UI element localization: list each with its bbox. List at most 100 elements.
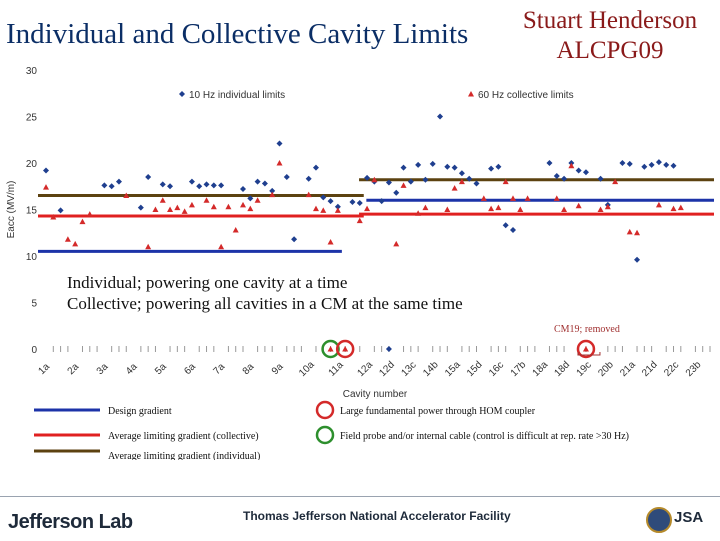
x-tick-label: 13c bbox=[399, 360, 418, 379]
legend-circle-swatch bbox=[315, 425, 335, 445]
individual-limit-point bbox=[203, 181, 210, 188]
x-tick-label: 21d bbox=[640, 359, 660, 379]
individual-limit-point bbox=[619, 160, 626, 166]
y-axis-label: Eacc (MV/m) bbox=[6, 181, 17, 239]
collective-limit-point bbox=[517, 206, 524, 212]
collective-limit-point bbox=[524, 195, 531, 201]
individual-limit-point bbox=[437, 113, 444, 120]
individual-limit-point bbox=[327, 198, 334, 205]
cm19-note: CM19; removed bbox=[554, 324, 620, 335]
y-tick-label: 0 bbox=[31, 345, 37, 356]
individual-limit-point bbox=[188, 178, 195, 185]
individual-limit-point bbox=[240, 186, 247, 193]
legend-line-label: Average limiting gradient (individual) bbox=[108, 451, 260, 460]
cavity-limits-chart: 0 5 10 15 20 25 30 Eacc (MV/m) 10 Hz individual … bbox=[6, 66, 714, 460]
facility-name: Thomas Jefferson National Accelerator Fa… bbox=[243, 509, 511, 523]
collective-limit-point bbox=[276, 160, 283, 166]
collective-limit-point bbox=[400, 182, 407, 188]
collective-limit-point bbox=[64, 236, 71, 242]
baseline-diamond-marker bbox=[385, 346, 392, 352]
x-tick-label: 9a bbox=[270, 361, 286, 377]
individual-limit-point bbox=[670, 162, 677, 169]
legend-line-label: Average limiting gradient (collective) bbox=[108, 431, 259, 442]
collective-limit-point bbox=[218, 243, 225, 250]
individual-limit-point bbox=[210, 182, 217, 189]
x-tick-label: 3a bbox=[95, 361, 111, 377]
x-tick-label: 4a bbox=[124, 361, 140, 377]
collective-limit-point bbox=[502, 178, 509, 185]
collective-limit-point bbox=[203, 197, 210, 203]
individual-limit-point bbox=[247, 195, 254, 202]
y-tick-label: 15 bbox=[26, 206, 38, 217]
individual-limit-point bbox=[108, 183, 115, 190]
collective-limit-point bbox=[269, 191, 276, 198]
collective-limit-point bbox=[240, 201, 247, 208]
author-block: Stuart Henderson ALCPG09 bbox=[505, 6, 715, 66]
annotation-collective: Collective; powering all cavities in a C… bbox=[67, 294, 463, 313]
fault-circle bbox=[576, 339, 596, 359]
individual-limit-point bbox=[137, 204, 144, 211]
x-tick-label: 12d bbox=[377, 359, 397, 379]
collective-limit-point bbox=[458, 178, 465, 185]
collective-limit-point bbox=[72, 240, 79, 247]
x-tick-label: 17b bbox=[509, 359, 529, 379]
x-tick-label: 11a bbox=[327, 359, 346, 378]
individual-limit-point bbox=[385, 179, 392, 186]
x-tick-label: 18a bbox=[531, 359, 551, 379]
collective-limit-point bbox=[174, 204, 181, 211]
individual-limit-point bbox=[349, 199, 356, 206]
x-tick-label: 18d bbox=[553, 359, 573, 379]
x-tick-label: 8a bbox=[241, 361, 257, 377]
collective-limit-point bbox=[612, 178, 619, 185]
collective-limit-point bbox=[43, 184, 49, 190]
individual-limit-point bbox=[167, 183, 174, 190]
collective-limit-point bbox=[247, 205, 254, 212]
collective-limit-point bbox=[312, 205, 319, 212]
collective-limit-point bbox=[495, 204, 502, 211]
collective-limit-point bbox=[79, 218, 86, 225]
collective-limit-point bbox=[561, 206, 568, 212]
collective-limit-point bbox=[254, 197, 261, 203]
legend-line-label: Design gradient bbox=[108, 406, 172, 417]
individual-limit-point bbox=[582, 169, 589, 176]
individual-limit-point bbox=[422, 176, 429, 183]
individual-limit-point bbox=[502, 222, 509, 229]
collective-limit-point bbox=[181, 208, 188, 214]
individual-limit-point bbox=[553, 173, 560, 180]
x-tick-label: 7a bbox=[212, 361, 228, 377]
individual-limit-point bbox=[415, 161, 422, 168]
legend-circle-label: Field probe and/or internal cable (contr… bbox=[340, 431, 629, 442]
collective-limit-point bbox=[371, 176, 378, 183]
individual-limit-point bbox=[429, 160, 436, 167]
x-axis-label: Cavity number bbox=[343, 389, 408, 400]
collective-limit-point bbox=[159, 197, 166, 203]
collective-limit-point bbox=[334, 207, 341, 213]
x-tick-label: 15a bbox=[443, 359, 463, 379]
individual-limit-point bbox=[641, 163, 648, 170]
x-tick-label: 16c bbox=[487, 360, 506, 379]
annotation-box bbox=[64, 268, 534, 314]
fault-circle bbox=[335, 339, 355, 359]
individual-limit-point bbox=[451, 164, 458, 171]
individual-limit-point bbox=[393, 189, 400, 196]
individual-limit-point bbox=[312, 164, 319, 171]
collective-limit-point bbox=[50, 213, 57, 220]
y-tick-label: 25 bbox=[26, 113, 38, 124]
legend-label-individual: 10 Hz individual limits bbox=[189, 90, 285, 101]
x-tick-label: 23b bbox=[684, 359, 704, 379]
collective-limit-point bbox=[305, 191, 312, 198]
collective-limit-point bbox=[225, 203, 232, 210]
individual-limit-point bbox=[115, 178, 122, 185]
collective-limit-point bbox=[356, 217, 363, 224]
individual-limit-point bbox=[495, 163, 502, 170]
individual-limit-point bbox=[407, 178, 414, 185]
legend-diamond-marker bbox=[179, 91, 185, 97]
collective-limit-point bbox=[145, 243, 152, 250]
individual-limit-point bbox=[648, 161, 655, 168]
individual-limit-point bbox=[254, 178, 261, 185]
annotation-individual: Individual; powering one cavity at a tim… bbox=[67, 273, 347, 292]
baseline-triangle-marker bbox=[342, 346, 349, 352]
individual-limit-point bbox=[356, 199, 363, 206]
author-name: Stuart Henderson bbox=[522, 7, 698, 34]
collective-limit-point bbox=[86, 211, 93, 217]
